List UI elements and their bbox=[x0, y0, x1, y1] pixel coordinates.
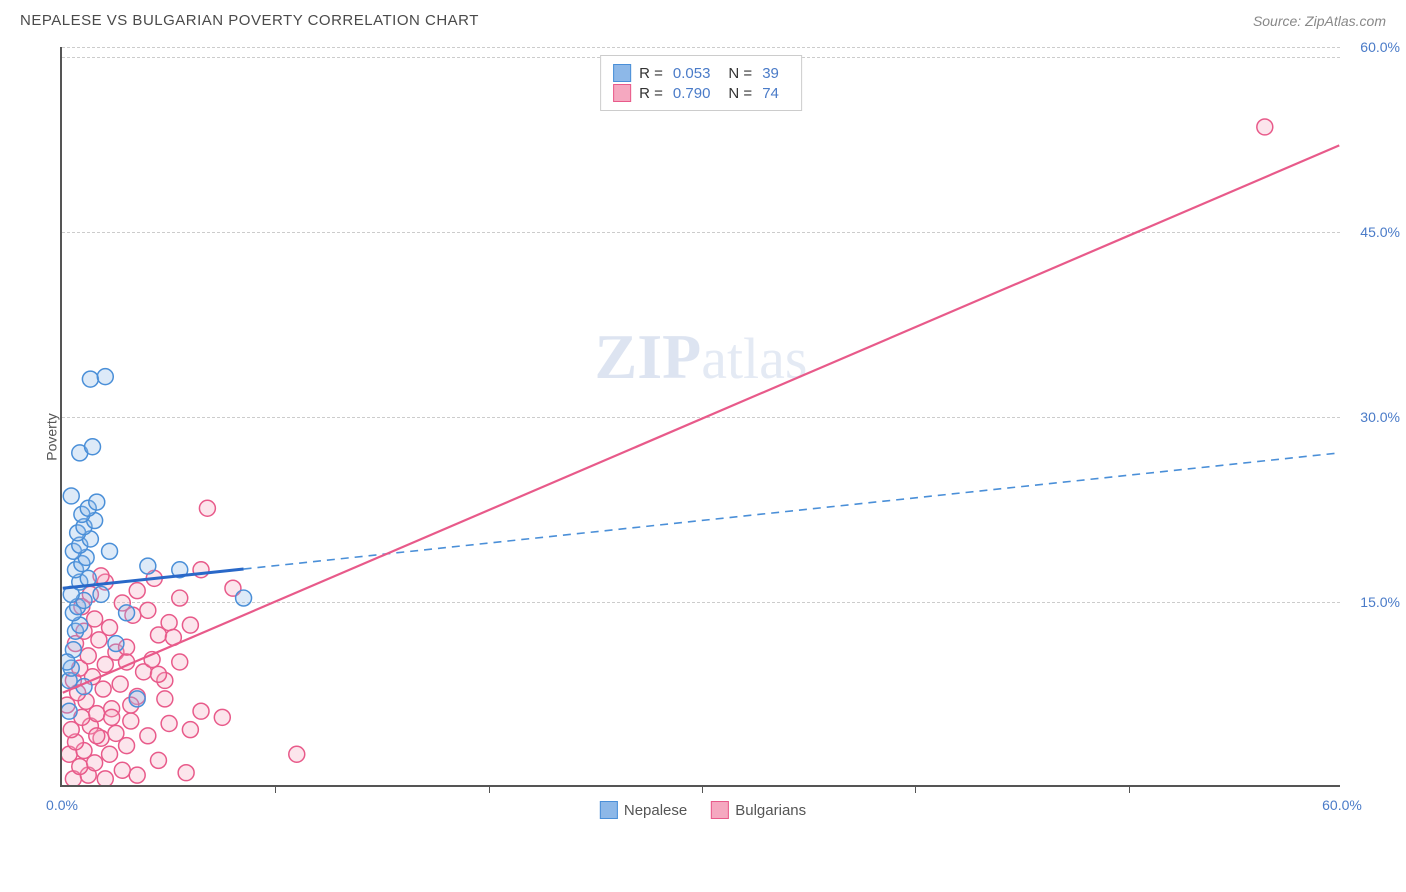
plot-area: ZIPatlas R = 0.053 N = 39 R = 0.790 N = … bbox=[60, 47, 1340, 787]
scatter-point bbox=[62, 654, 75, 670]
scatter-point bbox=[85, 439, 101, 455]
scatter-point bbox=[93, 586, 109, 602]
chart-title: NEPALESE VS BULGARIAN POVERTY CORRELATIO… bbox=[20, 12, 479, 29]
scatter-point bbox=[89, 494, 105, 510]
n-value-nepalese: 39 bbox=[762, 65, 779, 82]
scatter-point bbox=[89, 728, 105, 744]
y-axis-label: Poverty bbox=[44, 413, 60, 460]
scatter-point bbox=[82, 371, 98, 387]
legend-label-bulgarians: Bulgarians bbox=[735, 802, 806, 819]
scatter-point bbox=[129, 583, 145, 599]
y-tick-label: 15.0% bbox=[1360, 594, 1400, 610]
x-tick-label: 60.0% bbox=[1322, 797, 1362, 813]
scatter-point bbox=[129, 767, 145, 783]
n-label: N = bbox=[728, 85, 752, 102]
scatter-point bbox=[108, 725, 124, 741]
legend-stats: R = 0.053 N = 39 R = 0.790 N = 74 bbox=[600, 55, 802, 111]
scatter-point bbox=[102, 746, 118, 762]
legend-stats-row: R = 0.053 N = 39 bbox=[613, 64, 789, 82]
scatter-point bbox=[178, 765, 194, 781]
legend-swatch-bulgarians bbox=[711, 801, 729, 819]
scatter-point bbox=[112, 676, 128, 692]
legend-swatch-nepalese bbox=[600, 801, 618, 819]
legend-label-nepalese: Nepalese bbox=[624, 802, 687, 819]
scatter-point bbox=[62, 703, 77, 719]
source-label: Source: ZipAtlas.com bbox=[1253, 13, 1386, 29]
legend-swatch-nepalese bbox=[613, 64, 631, 82]
scatter-point bbox=[172, 590, 188, 606]
scatter-point bbox=[87, 611, 103, 627]
scatter-point bbox=[150, 666, 166, 682]
scatter-point bbox=[214, 709, 230, 725]
scatter-point bbox=[182, 617, 198, 633]
legend-item-nepalese: Nepalese bbox=[600, 801, 687, 819]
scatter-point bbox=[140, 558, 156, 574]
regression-line-bulgarians bbox=[63, 145, 1340, 692]
n-value-bulgarians: 74 bbox=[762, 85, 779, 102]
chart-container: Poverty ZIPatlas R = 0.053 N = 39 R = 0.… bbox=[20, 37, 1386, 837]
scatter-point bbox=[172, 654, 188, 670]
scatter-point bbox=[161, 615, 177, 631]
scatter-point bbox=[129, 691, 145, 707]
scatter-point bbox=[140, 602, 156, 618]
scatter-point bbox=[289, 746, 305, 762]
regression-line-nepalese-dashed bbox=[244, 453, 1340, 569]
scatter-point bbox=[1257, 119, 1273, 135]
y-tick-label: 45.0% bbox=[1360, 224, 1400, 240]
r-value-bulgarians: 0.790 bbox=[673, 85, 711, 102]
scatter-point bbox=[80, 648, 96, 664]
scatter-point bbox=[102, 543, 118, 559]
scatter-point bbox=[97, 369, 113, 385]
scatter-point bbox=[193, 703, 209, 719]
scatter-point bbox=[102, 620, 118, 636]
legend-item-bulgarians: Bulgarians bbox=[711, 801, 806, 819]
y-tick-label: 60.0% bbox=[1360, 39, 1400, 55]
scatter-point bbox=[108, 636, 124, 652]
scatter-plot-svg bbox=[62, 47, 1340, 785]
scatter-point bbox=[63, 488, 79, 504]
scatter-point bbox=[104, 709, 120, 725]
n-label: N = bbox=[728, 65, 752, 82]
x-tick-label: 0.0% bbox=[46, 797, 78, 813]
r-label: R = bbox=[639, 85, 663, 102]
scatter-point bbox=[199, 500, 215, 516]
legend-swatch-bulgarians bbox=[613, 84, 631, 102]
scatter-point bbox=[236, 590, 252, 606]
scatter-point bbox=[119, 605, 135, 621]
scatter-point bbox=[140, 728, 156, 744]
scatter-point bbox=[161, 716, 177, 732]
scatter-point bbox=[123, 713, 139, 729]
scatter-point bbox=[182, 722, 198, 738]
legend-stats-row: R = 0.790 N = 74 bbox=[613, 84, 789, 102]
r-value-nepalese: 0.053 bbox=[673, 65, 711, 82]
scatter-point bbox=[157, 691, 173, 707]
scatter-point bbox=[114, 762, 130, 778]
y-tick-label: 30.0% bbox=[1360, 409, 1400, 425]
legend-series: Nepalese Bulgarians bbox=[600, 801, 806, 819]
scatter-point bbox=[150, 752, 166, 768]
r-label: R = bbox=[639, 65, 663, 82]
scatter-point bbox=[97, 771, 113, 785]
